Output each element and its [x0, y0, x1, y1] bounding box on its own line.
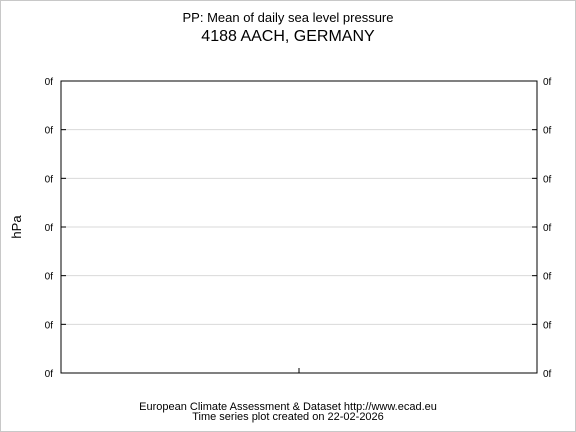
y-tick-label-left: 0f [45, 272, 54, 283]
chart-subtitle: 4188 AACH, GERMANY [201, 28, 375, 45]
y-tick-label-left: 0f [45, 320, 54, 331]
y-tick-label-left: 0f [45, 77, 54, 88]
footer-credit: European Climate Assessment & Dataset ht… [139, 401, 437, 413]
y-tick-label-left: 0f [45, 223, 54, 234]
y-tick-label-right: 0f [543, 126, 552, 137]
y-tick-label-left: 0f [45, 174, 54, 185]
y-tick-label-right: 0f [543, 369, 552, 380]
y-tick-label-right: 0f [543, 77, 552, 88]
y-tick-label-right: 0f [543, 174, 552, 185]
chart-title: PP: Mean of daily sea level pressure [182, 10, 394, 25]
plot-frame [60, 80, 538, 374]
y-tick-label-right: 0f [543, 223, 552, 234]
footer-created-date: Time series plot created on 22-02-2026 [192, 411, 384, 423]
y-tick-label-right: 0f [543, 272, 552, 283]
y-tick-label-left: 0f [45, 126, 54, 137]
y-tick-label-right: 0f [543, 320, 552, 331]
y-tick-label-left: 0f [45, 369, 54, 380]
